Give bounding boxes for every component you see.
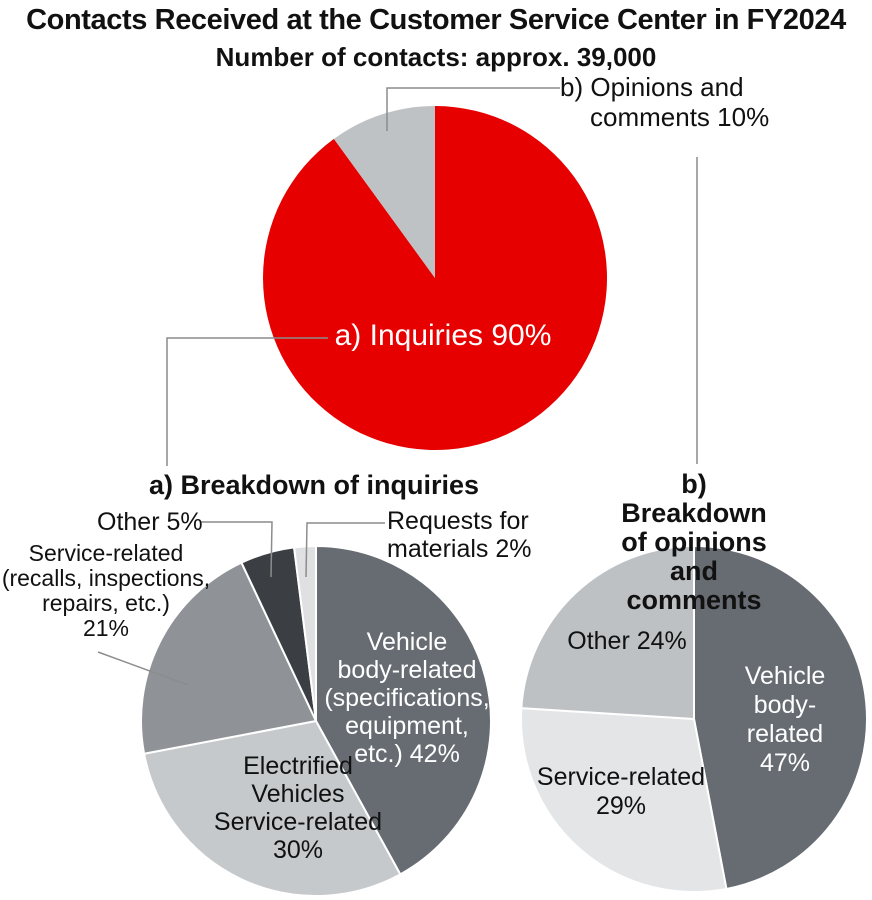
- label-opinions-10: b) Opinions and comments 10%: [560, 72, 770, 132]
- pie-slice-a-inquiries: [262, 106, 607, 450]
- heading-breakdown-opinions: b) Breakdown of opinions and comments: [621, 469, 767, 615]
- pie-slice-electrified-vehicles-service-related: [143, 720, 402, 897]
- label-a-service-related-21: Service-related (recalls, inspections, r…: [1, 540, 211, 641]
- heading-breakdown-inquiries: a) Breakdown of inquiries: [148, 470, 480, 500]
- label-a-electrified-30: Electrified Vehicles Service-related 30%: [213, 752, 383, 864]
- pie-slice-vehicle-body-related: [693, 545, 868, 890]
- label-a-vehicle-body-42: Vehicle body-related (specifications, eq…: [324, 628, 490, 768]
- label-inquiries-90: a) Inquiries 90%: [334, 319, 552, 353]
- label-a-other-5: Other 5%: [97, 508, 203, 536]
- pie-total-contacts: [262, 105, 608, 451]
- label-b-other-24: Other 24%: [567, 627, 687, 655]
- label-b-vehicle-body-47: Vehicle body-related 47%: [744, 662, 826, 777]
- page-title: Contacts Received at the Customer Servic…: [26, 4, 846, 36]
- label-b-service-related-29: Service-related 29%: [536, 763, 706, 820]
- pie-breakdown-opinions: [520, 545, 868, 893]
- page-subtitle: Number of contacts: approx. 39,000: [215, 42, 657, 72]
- pie-slice-other: [520, 545, 695, 720]
- pie-slice-service-related: [520, 707, 728, 893]
- label-a-requests-materials-2: Requests for materials 2%: [387, 507, 532, 563]
- pie-slice-b-opinions-and-comments: [333, 106, 435, 278]
